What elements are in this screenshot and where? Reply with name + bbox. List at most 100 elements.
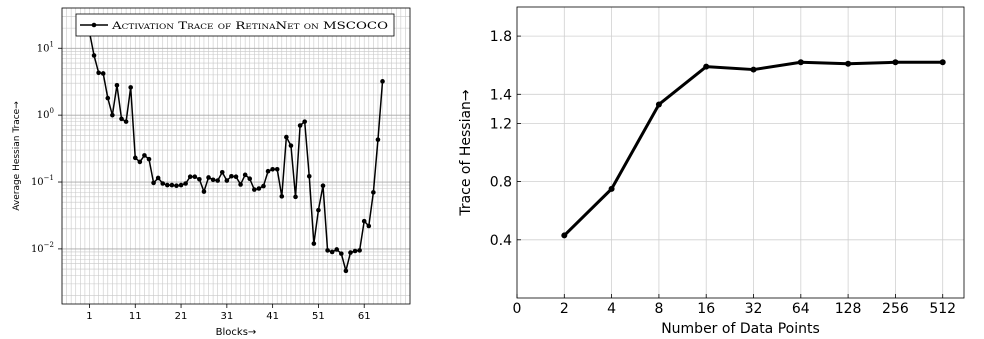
data-point	[320, 183, 326, 189]
data-point	[892, 59, 899, 66]
data-point	[316, 207, 321, 213]
data-point	[187, 174, 193, 180]
y-tick-label: 100	[37, 107, 54, 121]
data-point	[165, 182, 170, 188]
data-point	[325, 248, 330, 253]
grid	[61, 7, 411, 304]
data-point	[128, 85, 133, 90]
y-tick-label: 10−1	[31, 174, 54, 188]
data-point	[608, 185, 615, 192]
x-tick-label: 31	[220, 311, 233, 322]
data-point	[329, 249, 335, 255]
x-axis-label: Number of Data Points	[661, 321, 820, 337]
data-point	[160, 181, 166, 186]
plot-frame	[516, 6, 965, 299]
legend-marker	[91, 22, 97, 28]
x-tick-label: 51	[312, 311, 325, 322]
data-point	[178, 182, 184, 188]
y-axis-label: Trace of Hessian→	[458, 89, 474, 217]
data-point	[137, 159, 143, 165]
data-point	[132, 155, 138, 161]
data-point	[229, 173, 234, 179]
x-tick-label: 2	[560, 301, 569, 317]
legend-label: Activation Trace of RetinaNet on MSCOCO	[111, 20, 389, 32]
data-point	[224, 178, 230, 183]
data-point	[302, 119, 307, 124]
data-point	[142, 153, 147, 158]
data-point	[123, 119, 129, 124]
data-point	[293, 194, 298, 200]
x-tick-label: 32	[745, 301, 763, 317]
data-point	[339, 251, 344, 256]
x-tick-label: 0	[513, 301, 522, 317]
data-point	[655, 101, 662, 108]
x-tick-label: 512	[929, 301, 956, 317]
y-tick-label: 101	[37, 40, 54, 54]
data-point	[366, 223, 372, 229]
data-point	[119, 116, 124, 122]
data-point	[357, 248, 362, 253]
data-point	[750, 66, 757, 73]
data-point	[238, 182, 243, 187]
data-point	[201, 189, 207, 194]
data-point	[288, 143, 294, 148]
data-point	[219, 169, 225, 175]
data-point	[334, 247, 340, 252]
y-tick-label: 1.2	[490, 116, 512, 132]
data-point	[311, 241, 317, 246]
data-point	[155, 175, 161, 181]
grid	[516, 7, 964, 298]
y-tick-label: 10−2	[31, 241, 54, 255]
data-point	[91, 53, 97, 58]
y-tick-label: 0.8	[490, 175, 512, 191]
x-tick-label: 128	[835, 301, 862, 317]
data-point	[169, 182, 175, 188]
data-point	[274, 166, 280, 172]
y-axis-label: Average Hessian Trace→	[12, 101, 22, 211]
data-point	[348, 250, 353, 255]
data-point	[352, 248, 358, 254]
data-point	[252, 187, 257, 192]
data-point	[361, 218, 367, 224]
legend: Activation Trace of RetinaNet on MSCOCO	[75, 13, 395, 37]
x-axis-label: Blocks→	[216, 327, 257, 338]
data-point	[183, 181, 188, 186]
data-point	[114, 82, 120, 88]
data-point	[297, 123, 303, 128]
data-point	[192, 174, 198, 180]
data-point	[247, 176, 253, 182]
data-point	[797, 59, 804, 66]
data-point	[146, 156, 152, 162]
data-point	[265, 168, 271, 174]
y-tick-label: 1.8	[490, 29, 512, 45]
data-point	[105, 95, 111, 101]
activation-trace-chart: 1 11 21 31 41 51 6110110010−110−2Blocks→Averag…	[12, 7, 411, 338]
data-point	[284, 134, 289, 140]
data-point	[306, 173, 312, 179]
y-tick-label: 1.4	[490, 87, 512, 103]
data-point	[261, 183, 266, 189]
trace-vs-datapoints-chart: 0 2 4 8 16 32 64 128 256 512 0.4 0.8 1.2 1.4 1.8 Number…	[458, 6, 965, 337]
data-point	[96, 70, 101, 76]
data-point	[242, 172, 248, 178]
legend-box	[75, 13, 395, 37]
data-point	[703, 63, 710, 70]
x-tick-label: 41	[266, 311, 279, 322]
data-point	[343, 268, 349, 274]
data-point	[380, 79, 385, 84]
x-tick-label: 64	[792, 301, 810, 317]
data-point	[845, 60, 852, 67]
data-point	[174, 183, 179, 189]
data-point	[939, 59, 946, 66]
data-point	[100, 71, 106, 76]
data-point	[110, 112, 115, 118]
data-point	[206, 175, 211, 180]
data-point	[233, 174, 239, 180]
x-tick-label: 11	[129, 311, 142, 322]
plot-frame	[61, 7, 411, 305]
x-tick-label: 21	[175, 311, 188, 322]
data-point	[215, 178, 220, 183]
x-tick-label: 8	[654, 301, 663, 317]
data-point	[375, 137, 381, 142]
data-point	[256, 186, 262, 191]
